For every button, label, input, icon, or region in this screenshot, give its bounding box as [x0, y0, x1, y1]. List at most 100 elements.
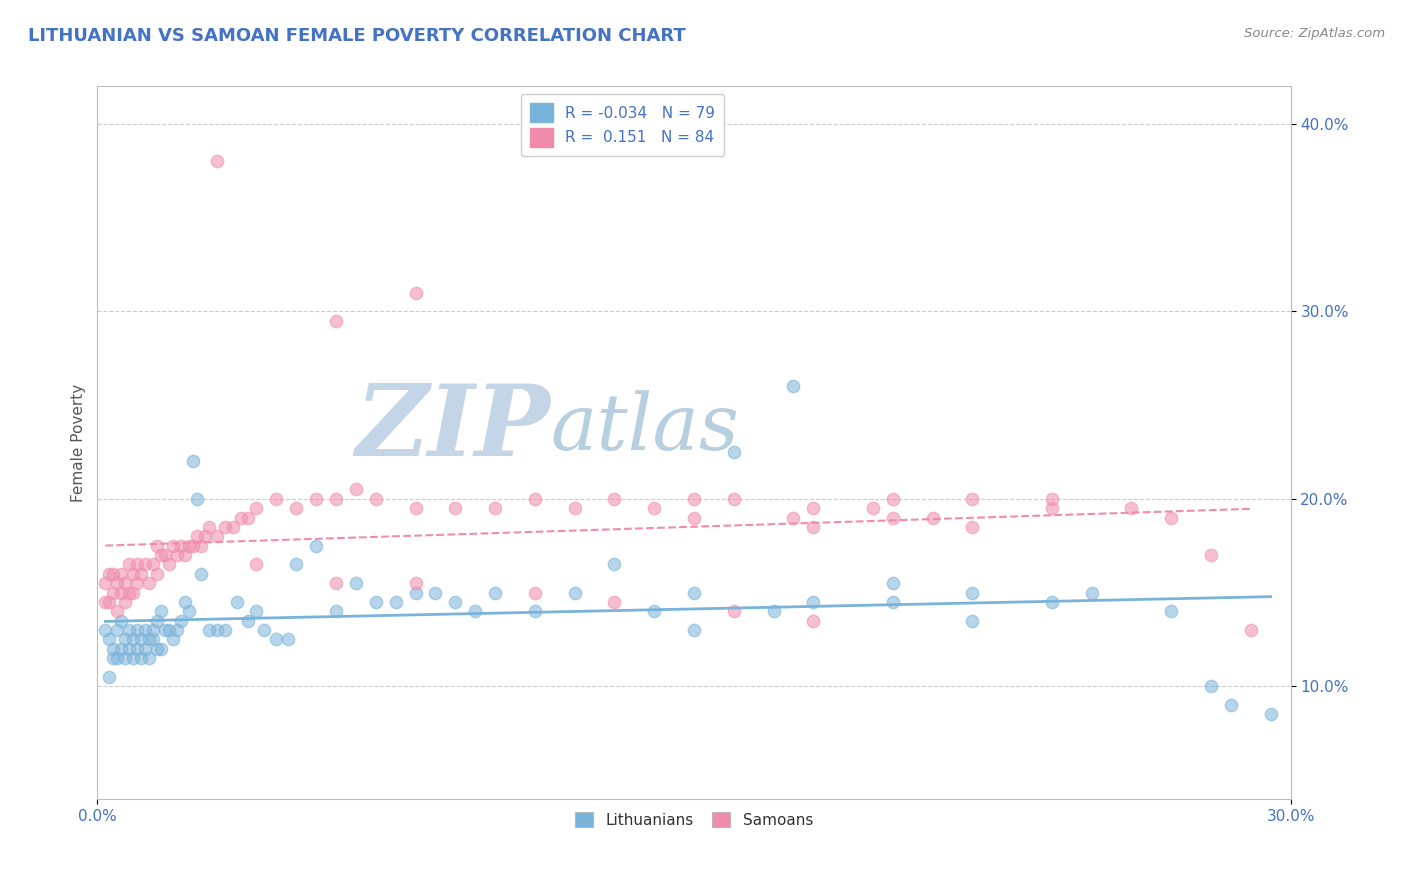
Point [245, 604, 267, 618]
Point [142, 632, 165, 647]
Point [484, 585, 506, 599]
Point [153, 548, 176, 562]
Point [129, 632, 152, 647]
Point [103, 641, 125, 656]
Point [134, 558, 156, 572]
Point [405, 576, 427, 591]
Point [134, 641, 156, 656]
Point [253, 623, 276, 637]
Point [146, 614, 169, 628]
Point [153, 623, 176, 637]
Point [105, 576, 128, 591]
Point [344, 576, 367, 591]
Point [114, 651, 136, 665]
Point [277, 632, 299, 647]
Point [325, 576, 347, 591]
Point [405, 501, 427, 516]
Point [94, 623, 117, 637]
Point [181, 454, 204, 468]
Point [98, 632, 121, 647]
Point [384, 595, 406, 609]
Point [114, 576, 136, 591]
Point [221, 520, 243, 534]
Y-axis label: Female Poverty: Female Poverty [72, 384, 86, 501]
Point [205, 529, 228, 543]
Point [138, 651, 160, 665]
Point [245, 501, 267, 516]
Point [862, 501, 884, 516]
Point [564, 501, 586, 516]
Point [782, 510, 804, 524]
Point [643, 604, 665, 618]
Point [564, 585, 586, 599]
Point [603, 491, 626, 506]
Point [127, 576, 149, 591]
Point [98, 670, 121, 684]
Point [129, 566, 152, 581]
Point [127, 558, 149, 572]
Point [127, 641, 149, 656]
Point [245, 558, 267, 572]
Point [882, 595, 904, 609]
Text: Source: ZipAtlas.com: Source: ZipAtlas.com [1244, 27, 1385, 40]
Point [782, 379, 804, 393]
Point [103, 651, 125, 665]
Point [181, 539, 204, 553]
Point [882, 491, 904, 506]
Point [962, 491, 984, 506]
Point [325, 314, 347, 328]
Point [129, 651, 152, 665]
Point [801, 501, 824, 516]
Point [1240, 623, 1263, 637]
Point [105, 651, 128, 665]
Point [134, 623, 156, 637]
Point [150, 548, 173, 562]
Point [484, 501, 506, 516]
Point [325, 491, 347, 506]
Point [103, 585, 125, 599]
Point [962, 614, 984, 628]
Point [325, 604, 347, 618]
Point [197, 623, 219, 637]
Point [225, 595, 247, 609]
Point [170, 614, 193, 628]
Point [1219, 698, 1241, 712]
Point [523, 604, 546, 618]
Point [205, 154, 228, 169]
Point [1040, 491, 1063, 506]
Point [173, 548, 195, 562]
Point [103, 566, 125, 581]
Point [266, 632, 288, 647]
Point [98, 595, 121, 609]
Point [801, 595, 824, 609]
Point [122, 566, 145, 581]
Point [229, 510, 252, 524]
Point [305, 491, 328, 506]
Point [194, 529, 217, 543]
Point [94, 595, 117, 609]
Text: ZIP: ZIP [356, 380, 551, 476]
Point [683, 491, 706, 506]
Point [1121, 501, 1143, 516]
Point [238, 614, 260, 628]
Point [801, 614, 824, 628]
Point [1199, 548, 1222, 562]
Point [603, 558, 626, 572]
Text: atlas: atlas [551, 390, 740, 467]
Point [110, 585, 132, 599]
Point [114, 632, 136, 647]
Point [1080, 585, 1102, 599]
Point [523, 585, 546, 599]
Point [1260, 707, 1282, 722]
Point [98, 566, 121, 581]
Point [190, 566, 212, 581]
Point [364, 595, 387, 609]
Point [444, 501, 467, 516]
Point [1160, 510, 1182, 524]
Point [444, 595, 467, 609]
Point [364, 491, 387, 506]
Point [146, 566, 169, 581]
Point [166, 548, 188, 562]
Point [150, 641, 173, 656]
Point [1160, 604, 1182, 618]
